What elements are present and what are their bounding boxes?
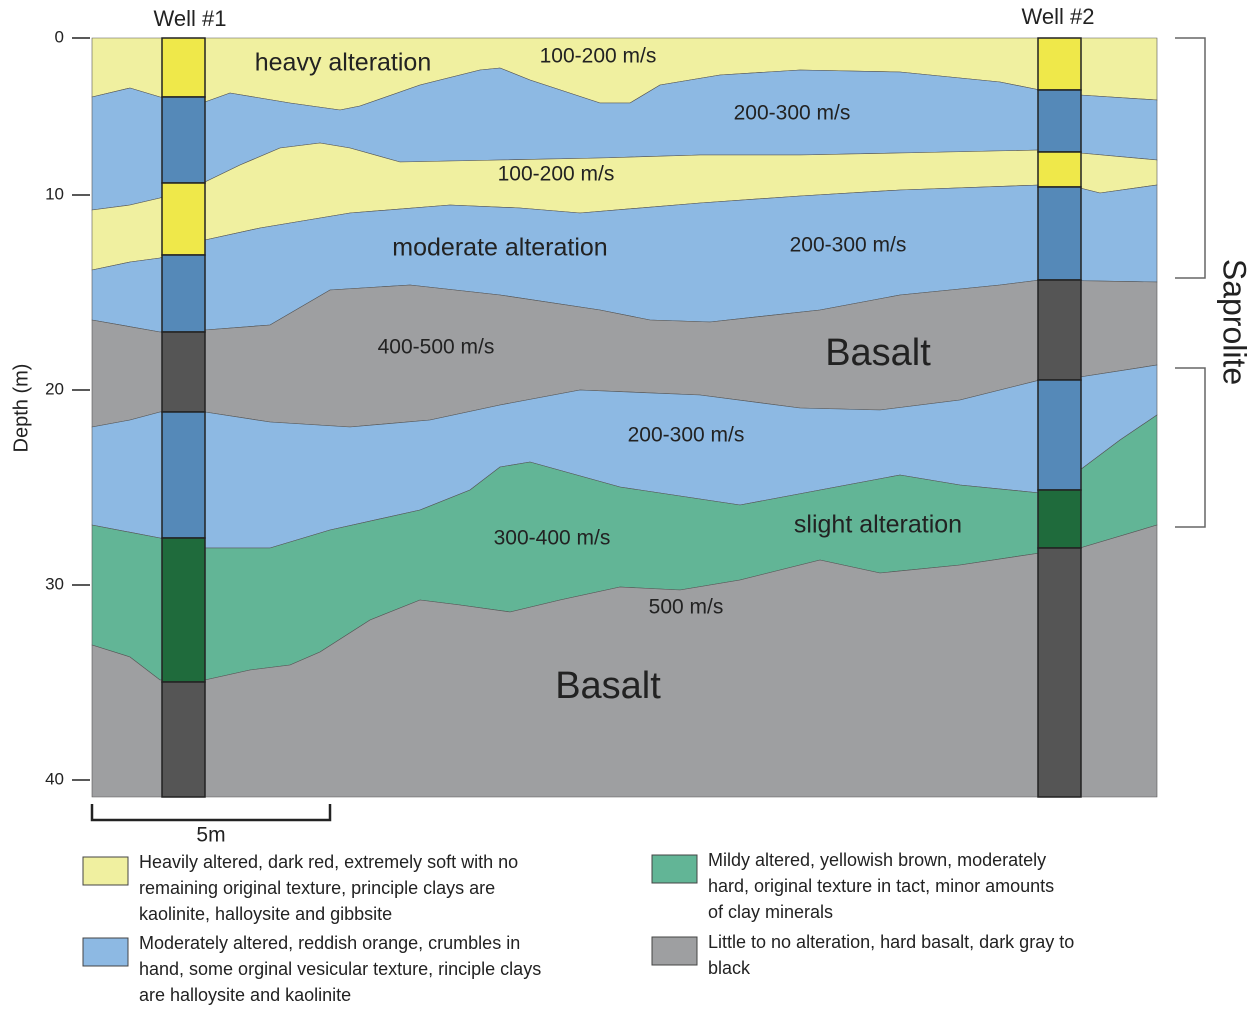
well-segment bbox=[1037, 151, 1082, 188]
well-segment bbox=[161, 411, 206, 539]
well-segment bbox=[1037, 186, 1082, 281]
layers bbox=[91, 37, 1158, 798]
legend-text: are halloysite and kaolinite bbox=[139, 985, 351, 1005]
well-segment bbox=[161, 254, 206, 333]
well-segment bbox=[161, 182, 206, 256]
legend-text: of clay minerals bbox=[708, 902, 833, 922]
legend-text: black bbox=[708, 958, 751, 978]
well-label: Well #1 bbox=[154, 6, 227, 31]
legend-swatch bbox=[651, 936, 698, 966]
legend-text: Moderately altered, reddish orange, crum… bbox=[139, 933, 520, 953]
depth-ticks: 0 10 20 30 40 bbox=[45, 27, 90, 788]
axis-label: Depth (m) bbox=[10, 364, 32, 453]
legend-swatch bbox=[651, 854, 698, 884]
well-segment bbox=[161, 681, 206, 798]
scale-bar bbox=[90, 804, 332, 822]
tick-label: 0 bbox=[55, 27, 64, 46]
legend-swatch bbox=[82, 856, 129, 886]
layer-label: 100-200 m/s bbox=[498, 163, 615, 186]
well-segment bbox=[1037, 489, 1082, 549]
well-segment bbox=[161, 37, 206, 98]
scale-label: 5m bbox=[196, 824, 225, 847]
tick-label: 40 bbox=[45, 769, 64, 788]
wells bbox=[161, 37, 1082, 798]
bracket bbox=[1175, 37, 1206, 528]
layer-label: 100-200 m/s bbox=[540, 45, 657, 68]
layer bbox=[91, 524, 1158, 798]
legend-text: hand, some orginal vesicular texture, ri… bbox=[139, 959, 541, 979]
side-label: Saprolite bbox=[1217, 259, 1253, 385]
legend-text: remaining original texture, principle cl… bbox=[139, 878, 495, 898]
layer-label: Basalt bbox=[825, 332, 931, 374]
well-segment bbox=[1037, 37, 1082, 91]
legend: Heavily altered, dark red, extremely sof… bbox=[82, 850, 1074, 1005]
legend-text: Mildy altered, yellowish brown, moderate… bbox=[708, 850, 1046, 870]
legend-text: Little to no alteration, hard basalt, da… bbox=[708, 932, 1074, 952]
well-segment bbox=[161, 537, 206, 683]
well-segment bbox=[1037, 379, 1082, 491]
tick-label: 30 bbox=[45, 574, 64, 593]
well-segment bbox=[1037, 547, 1082, 798]
well-label: Well #2 bbox=[1022, 4, 1095, 29]
tick-label: 10 bbox=[45, 184, 64, 203]
legend-text: Heavily altered, dark red, extremely sof… bbox=[139, 852, 518, 872]
legend-text: hard, original texture in tact, minor am… bbox=[708, 876, 1054, 896]
layer-label: 200-300 m/s bbox=[628, 424, 745, 447]
legend-text: kaolinite, halloysite and gibbsite bbox=[139, 904, 392, 924]
tick-label: 20 bbox=[45, 379, 64, 398]
layer-label: Basalt bbox=[555, 665, 661, 707]
well-segment bbox=[161, 96, 206, 184]
layer-label: heavy alteration bbox=[255, 49, 432, 77]
layer-label: 400-500 m/s bbox=[378, 336, 495, 359]
layer-label: moderate alteration bbox=[392, 234, 607, 262]
layer-label: slight alteration bbox=[794, 511, 962, 539]
layer-label: 200-300 m/s bbox=[790, 234, 907, 257]
layer-label: 500 m/s bbox=[649, 596, 724, 619]
well-segment bbox=[161, 331, 206, 413]
layer-label: 200-300 m/s bbox=[734, 102, 851, 125]
well-segment bbox=[1037, 279, 1082, 381]
legend-swatch bbox=[82, 937, 129, 967]
well-segment bbox=[1037, 89, 1082, 153]
layer-label: 300-400 m/s bbox=[494, 527, 611, 550]
